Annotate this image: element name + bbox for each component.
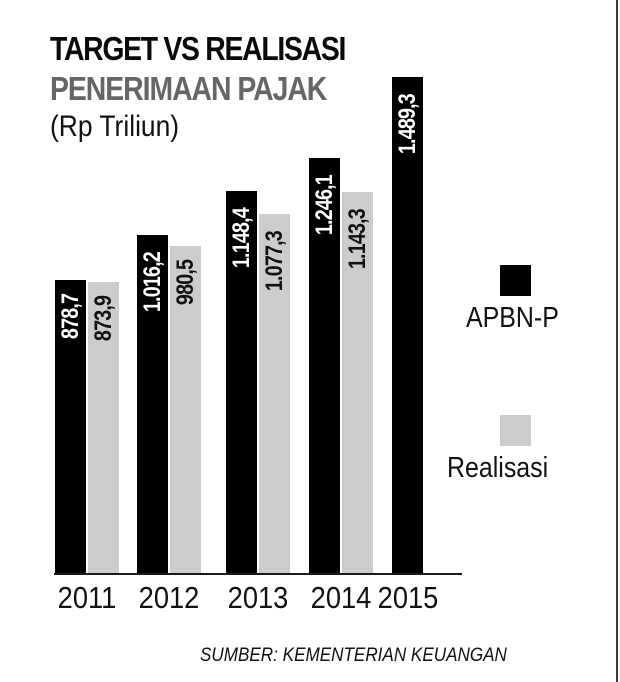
bar-value-label: 980,5 — [171, 259, 199, 306]
x-tick-2011: 2011 — [57, 580, 117, 615]
bar-apbn-p-2013: 1.148,4 — [226, 191, 257, 573]
x-tick-2015: 2015 — [377, 580, 438, 615]
legend-label-realisasi: Realisasi — [447, 452, 549, 484]
bar-apbn-p-2014: 1.246,1 — [309, 158, 340, 573]
right-border — [616, 0, 618, 682]
chart-title: TARGET VS REALISASI — [50, 30, 346, 67]
legend-swatch-realisasi — [500, 415, 531, 446]
bar-realisasi-2012: 980,5 — [170, 246, 201, 573]
x-tick-2012: 2012 — [138, 580, 200, 615]
bar-value-label: 1.077,3 — [260, 231, 288, 292]
bar-apbn-p-2011: 878,7 — [55, 280, 86, 573]
x-axis-baseline — [54, 573, 462, 575]
chart-unit: (Rp Triliun) — [50, 110, 180, 143]
chart-subtitle: PENERIMAAN PAJAK — [50, 70, 327, 107]
bar-value-label: 873,9 — [89, 295, 117, 342]
source-note: SUMBER: KEMENTERIAN KEUANGAN — [200, 645, 507, 666]
bar-value-label: 1.489,3 — [393, 94, 421, 155]
bar-value-label: 1.246,1 — [310, 175, 338, 236]
bar-realisasi-2011: 873,9 — [88, 282, 119, 573]
bar-realisasi-2013: 1.077,3 — [259, 214, 290, 573]
bar-value-label: 1.143,3 — [343, 209, 371, 270]
bar-value-label: 1.148,4 — [227, 208, 255, 269]
x-tick-2013: 2013 — [227, 580, 289, 615]
bar-value-label: 1.016,2 — [138, 252, 166, 313]
bar-apbn-p-2015: 1.489,3 — [392, 77, 423, 573]
legend-swatch-apbn-p — [500, 265, 531, 296]
legend-label-apbn-p: APBN-P — [466, 302, 559, 334]
bar-value-label: 878,7 — [56, 293, 84, 340]
x-tick-2014: 2014 — [310, 580, 372, 615]
bar-realisasi-2014: 1.143,3 — [342, 192, 373, 573]
bar-apbn-p-2012: 1.016,2 — [137, 235, 168, 573]
